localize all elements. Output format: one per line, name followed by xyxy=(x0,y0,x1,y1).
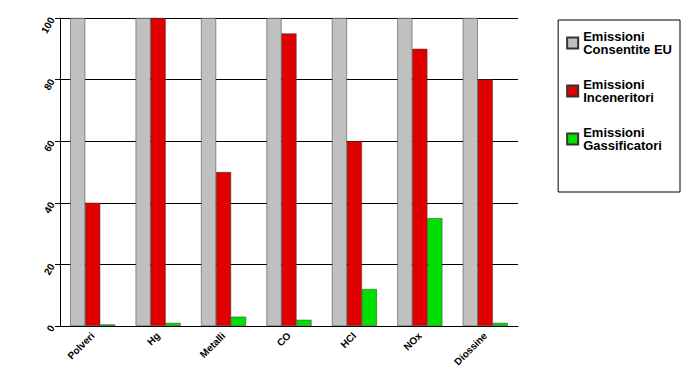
svg-text:CO: CO xyxy=(275,330,294,349)
svg-text:Emissioni: Emissioni xyxy=(583,77,649,92)
svg-text:Inceneritori: Inceneritori xyxy=(583,90,654,105)
svg-text:Metalli: Metalli xyxy=(198,330,228,360)
svg-text:HCl: HCl xyxy=(338,330,358,350)
svg-text:Emissioni: Emissioni xyxy=(583,29,649,44)
svg-text:Consentite EU: Consentite EU xyxy=(583,42,672,57)
svg-text:40: 40 xyxy=(42,200,57,216)
svg-text:Diossine: Diossine xyxy=(452,330,490,368)
svg-text:Emissioni: Emissioni xyxy=(583,125,649,140)
svg-text:Hg: Hg xyxy=(145,330,162,347)
svg-text:60: 60 xyxy=(42,138,57,154)
svg-text:Polveri: Polveri xyxy=(65,330,96,361)
svg-text:NOx: NOx xyxy=(401,330,424,353)
svg-text:100: 100 xyxy=(39,15,57,35)
svg-text:80: 80 xyxy=(42,76,57,92)
svg-text:Gassificatori: Gassificatori xyxy=(583,138,662,153)
svg-text:20: 20 xyxy=(42,261,57,277)
svg-text:0: 0 xyxy=(44,323,57,334)
